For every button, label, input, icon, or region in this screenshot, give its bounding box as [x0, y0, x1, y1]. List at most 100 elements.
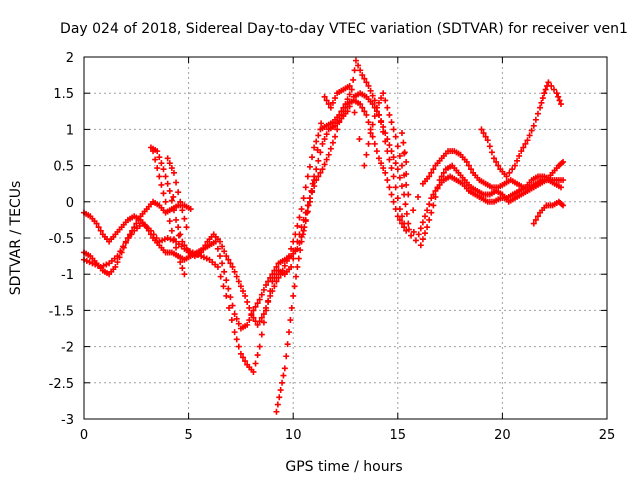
data-point — [299, 231, 306, 238]
data-point — [426, 216, 433, 223]
data-point — [277, 387, 284, 394]
data-point — [488, 149, 495, 156]
data-point — [233, 315, 240, 322]
data-point — [273, 271, 280, 278]
data-point — [534, 213, 541, 220]
data-point — [392, 133, 399, 140]
data-point — [286, 329, 293, 336]
data-point — [280, 372, 287, 379]
data-point — [390, 126, 397, 133]
data-point — [398, 220, 405, 227]
x-tick-label: 15 — [390, 428, 407, 443]
data-point — [239, 288, 246, 295]
data-point — [122, 238, 129, 245]
data-point — [400, 139, 407, 146]
data-point — [306, 195, 313, 202]
data-point — [309, 154, 316, 161]
chart-title: Day 024 of 2018, Sidereal Day-to-day VTE… — [60, 21, 628, 37]
data-point — [288, 263, 295, 270]
data-point — [214, 245, 221, 252]
data-point — [560, 158, 567, 165]
data-point — [120, 243, 127, 250]
data-point — [154, 165, 161, 172]
data-point — [428, 169, 435, 176]
data-point — [308, 187, 315, 194]
data-point — [386, 142, 393, 149]
data-point — [168, 227, 175, 234]
data-point — [432, 187, 439, 194]
data-point — [217, 273, 224, 280]
data-point — [274, 401, 281, 408]
data-point — [484, 137, 491, 144]
data-point — [228, 317, 235, 324]
data-point — [93, 220, 100, 227]
data-point — [117, 248, 124, 255]
data-point — [378, 119, 385, 126]
data-point — [179, 265, 186, 272]
data-point — [162, 198, 169, 205]
data-point — [177, 198, 184, 205]
data-point — [392, 184, 399, 191]
data-point — [388, 119, 395, 126]
data-point — [367, 130, 374, 137]
data-point — [221, 268, 228, 275]
data-point — [301, 224, 308, 231]
data-point — [281, 365, 288, 372]
data-point — [557, 184, 564, 191]
data-point — [319, 140, 326, 147]
data-point — [402, 201, 409, 208]
data-point — [300, 195, 307, 202]
data-point — [412, 237, 419, 244]
data-point — [478, 126, 485, 133]
data-point — [246, 304, 253, 311]
data-point — [520, 144, 527, 151]
data-point — [226, 304, 233, 311]
data-point — [426, 173, 433, 180]
data-point — [551, 86, 558, 93]
data-point — [313, 138, 320, 145]
data-point — [231, 329, 238, 336]
data-point — [382, 169, 389, 176]
data-point — [417, 225, 424, 232]
data-point — [560, 177, 567, 184]
data-point — [170, 169, 177, 176]
data-point — [421, 230, 428, 237]
data-point — [405, 226, 412, 233]
data-point — [114, 259, 121, 266]
data-point — [419, 219, 426, 226]
data-point — [258, 331, 265, 338]
data-point — [273, 263, 280, 270]
data-point — [150, 148, 157, 155]
data-point — [428, 195, 435, 202]
y-tick-label: -2 — [61, 341, 74, 356]
data-point — [250, 314, 257, 321]
data-point — [164, 208, 171, 215]
data-point — [168, 197, 175, 204]
data-point — [398, 183, 405, 190]
data-point — [294, 222, 301, 229]
data-point — [160, 190, 167, 197]
data-point — [363, 79, 370, 86]
data-point — [351, 67, 358, 74]
data-point — [440, 169, 447, 176]
data-point — [214, 263, 221, 270]
data-point — [290, 292, 297, 299]
data-point — [369, 121, 376, 128]
y-tick-label: -1 — [61, 268, 74, 283]
data-point — [355, 62, 362, 69]
data-point — [295, 255, 302, 262]
data-point — [260, 286, 267, 293]
data-point — [415, 193, 422, 200]
data-point — [304, 209, 311, 216]
data-point — [233, 336, 240, 343]
data-point — [532, 216, 539, 223]
data-point — [173, 216, 180, 223]
data-point — [263, 282, 270, 289]
y-axis-ticks: -3 -2.5 -2 -1.5 -1 -0.5 0 0.5 1 1.5 2 — [49, 51, 607, 428]
data-point — [287, 317, 294, 324]
data-point — [419, 236, 426, 243]
data-point — [541, 90, 548, 97]
data-point — [221, 248, 228, 255]
data-point — [258, 291, 265, 298]
data-point — [392, 206, 399, 213]
